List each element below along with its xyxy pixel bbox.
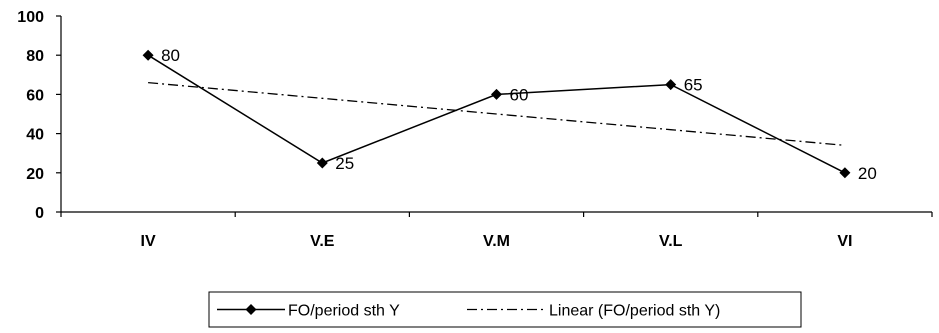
data-point-marker [316, 157, 328, 169]
data-point-marker [665, 79, 677, 91]
data-label: 25 [335, 154, 354, 173]
data-label: 60 [510, 85, 529, 104]
x-tick-label: IV [141, 233, 156, 250]
y-tick-label: 80 [26, 48, 44, 65]
data-label: 65 [684, 76, 703, 95]
y-tick-label: 100 [17, 9, 44, 26]
x-tick-label: V.E [310, 233, 335, 250]
x-tick-label: V.L [659, 233, 683, 250]
y-axis-ticks: 0 20 40 60 80 100 [17, 9, 61, 222]
x-tick-label: VI [837, 233, 852, 250]
trendline [148, 81, 845, 147]
data-label: 20 [858, 164, 877, 183]
legend-box [208, 291, 802, 328]
y-tick-label: 0 [35, 205, 44, 222]
legend-label: Linear (FO/period sth Y) [549, 303, 720, 320]
legend-label: FO/period sth Y [288, 303, 400, 320]
data-point-marker [839, 167, 851, 179]
data-label: 80 [161, 46, 180, 65]
series-layer: 80 25 60 65 20 [142, 46, 877, 183]
y-tick-label: 20 [26, 166, 44, 183]
legend-swatch-marker [245, 304, 257, 315]
axes [60, 16, 932, 213]
legend: FO/period sth Y Linear (FO/period sth Y) [208, 291, 802, 328]
data-point-marker [491, 88, 502, 100]
data-point-marker [142, 49, 154, 61]
y-tick-label: 60 [26, 87, 44, 104]
y-tick-label: 40 [26, 127, 44, 144]
legend-items: FO/period sth Y Linear (FO/period sth Y) [217, 303, 720, 320]
x-axis-ticks: IV V.E V.M V.L VI [60, 212, 933, 250]
x-tick-label: V.M [483, 233, 510, 250]
